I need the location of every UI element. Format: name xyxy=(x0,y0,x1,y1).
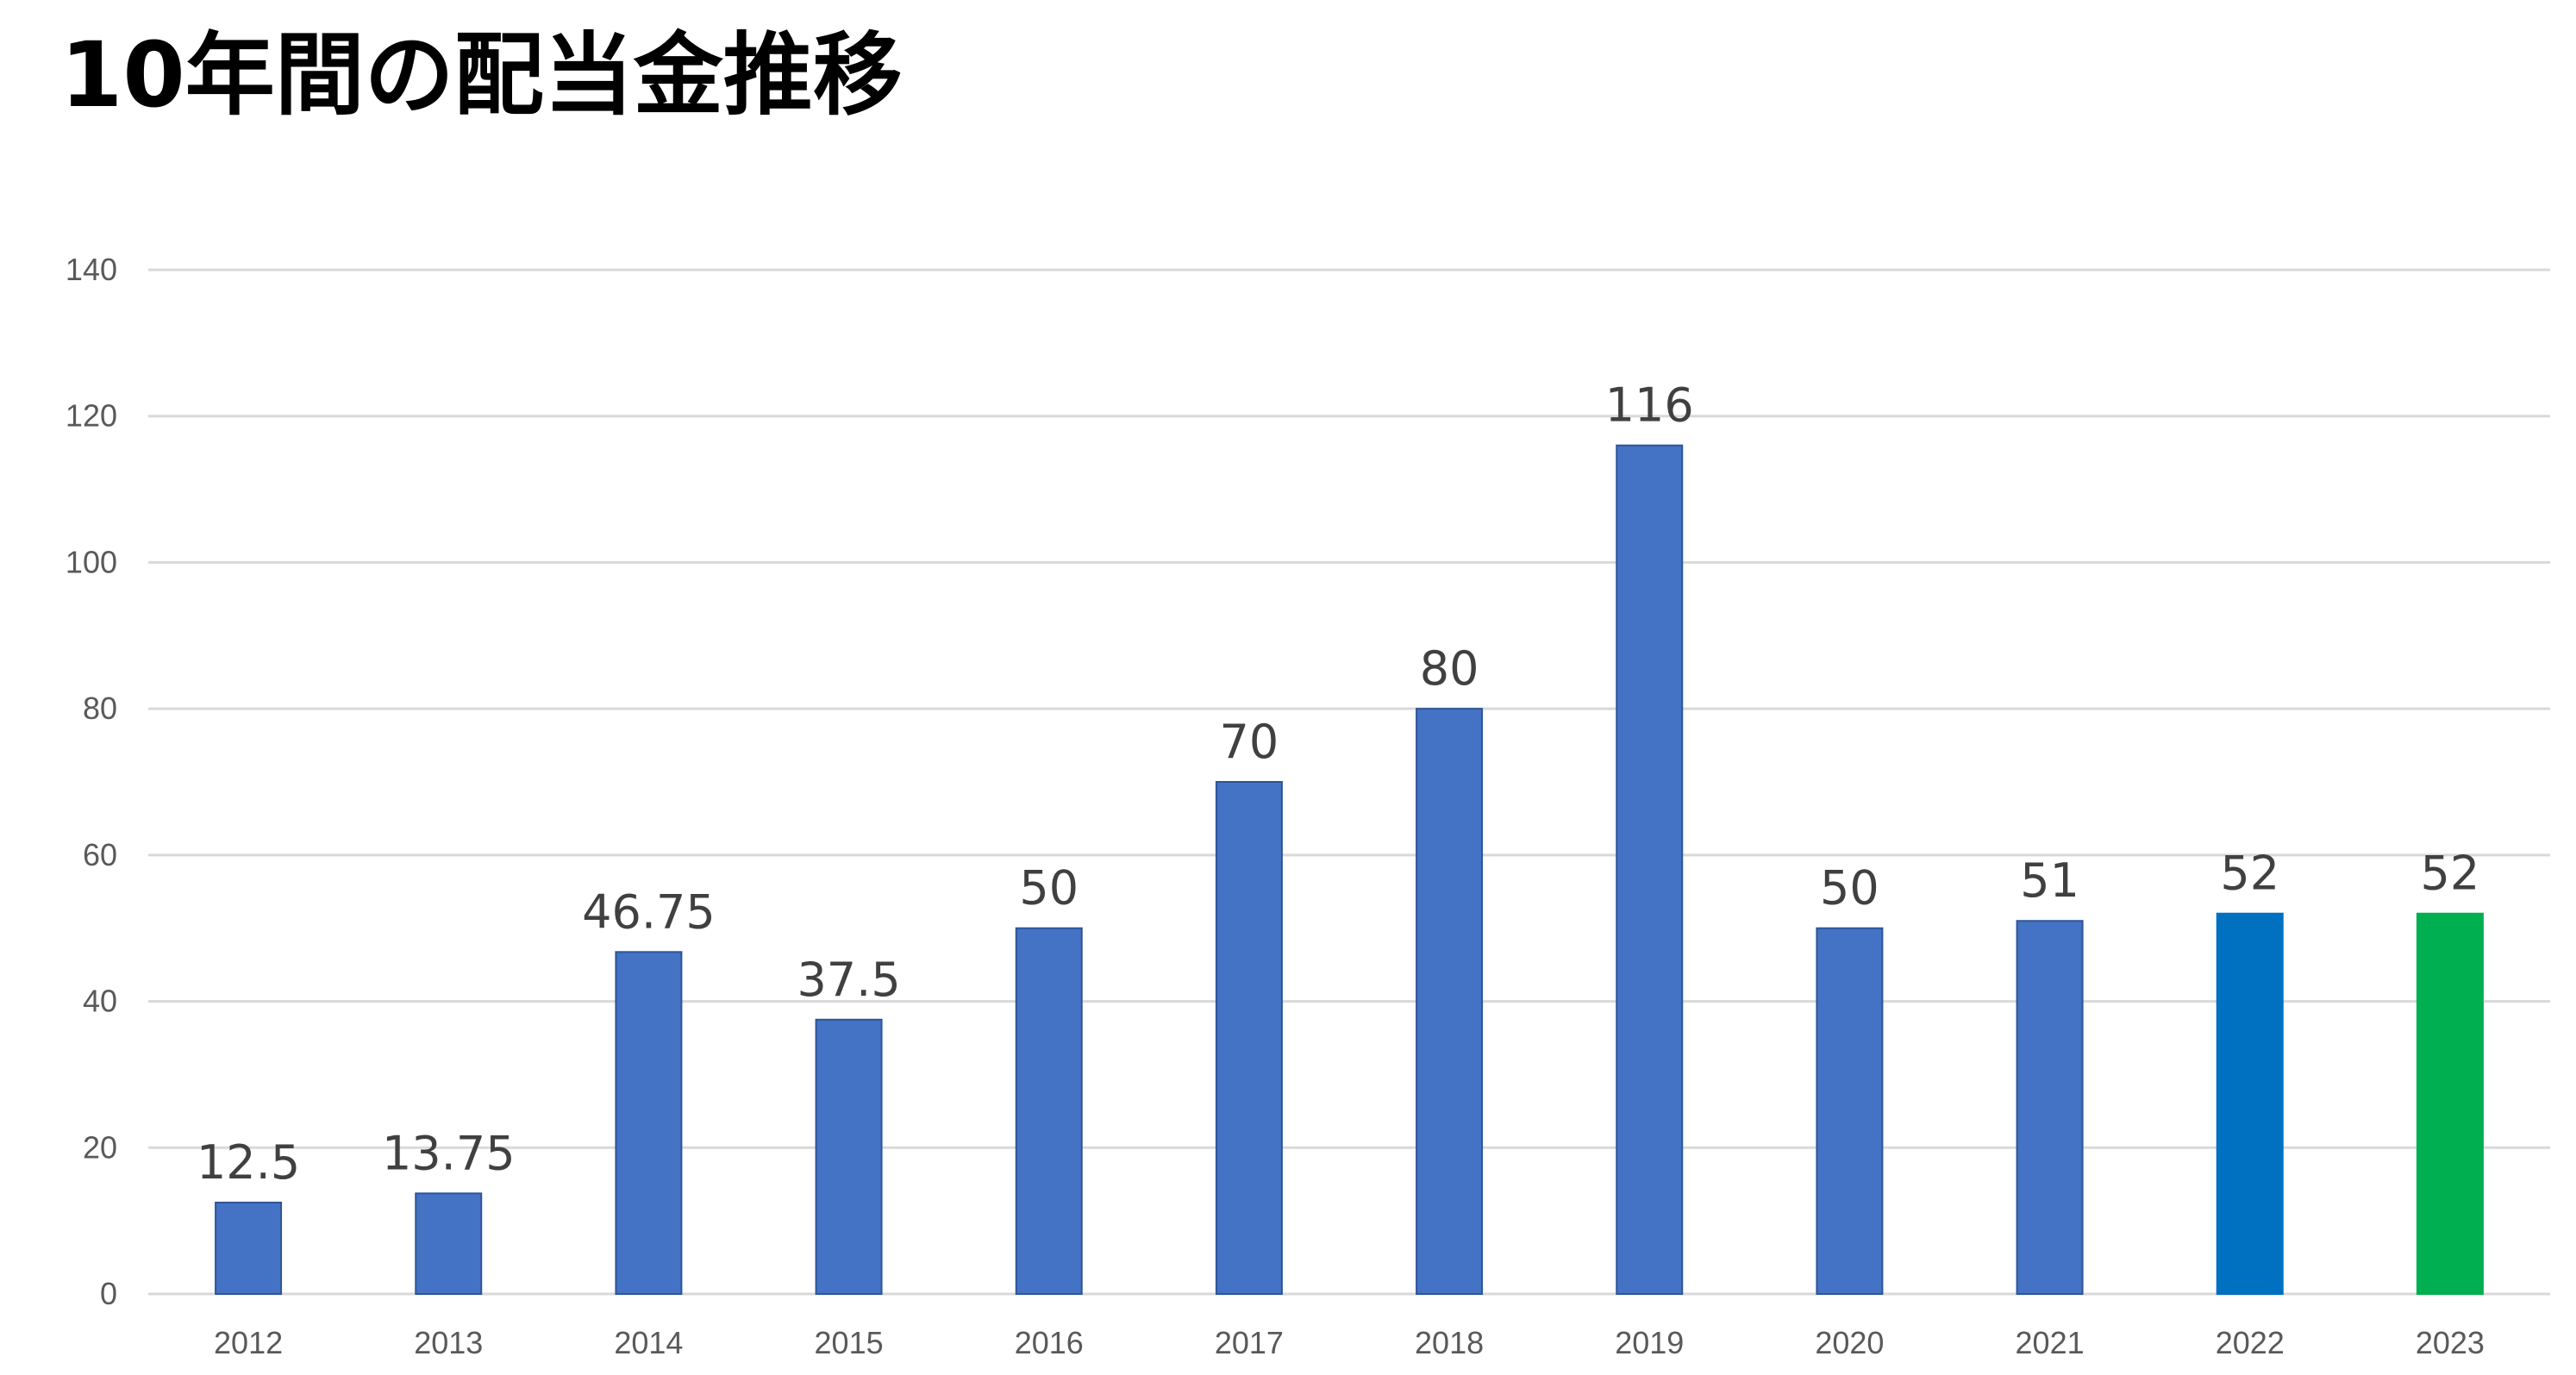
y-tick-label: 140 xyxy=(66,252,117,287)
data-label: 50 xyxy=(1820,861,1879,916)
chart-title: 10年間の配当金推移 xyxy=(60,22,903,128)
bar-2017 xyxy=(1215,781,1283,1295)
bar-2022 xyxy=(2216,912,2284,1295)
data-label: 52 xyxy=(2421,847,2480,901)
bar-2013 xyxy=(415,1192,483,1295)
bar-2015 xyxy=(815,1018,883,1296)
gridlines xyxy=(148,268,2550,1296)
data-labels: 12.5 13.75 46.75 37.5 50 70 80 116 50 51 52 52 xyxy=(197,378,2479,1190)
x-tick-label: 2012 xyxy=(214,1325,283,1360)
x-tick-label: 2014 xyxy=(614,1325,683,1360)
y-tick-label: 80 xyxy=(83,691,117,726)
data-label: 70 xyxy=(1220,715,1279,769)
x-tick-label: 2021 xyxy=(2016,1325,2085,1360)
y-tick-label: 120 xyxy=(66,398,117,434)
x-tick-label: 2020 xyxy=(1815,1325,1884,1360)
data-label: 50 xyxy=(1019,861,1079,916)
y-axis-tick-labels: 0 20 40 60 80 100 120 140 xyxy=(66,252,117,1311)
data-label: 46.75 xyxy=(582,884,716,939)
bar-2014 xyxy=(615,951,683,1295)
x-tick-label: 2022 xyxy=(2216,1325,2285,1360)
bars xyxy=(215,444,2484,1296)
data-label: 80 xyxy=(1420,641,1479,696)
data-label: 52 xyxy=(2220,847,2279,901)
bar-2020 xyxy=(1816,927,1884,1295)
x-tick-label: 2013 xyxy=(414,1325,483,1360)
bar-2019 xyxy=(1616,444,1684,1295)
bar-2023 xyxy=(2416,912,2484,1295)
x-tick-label: 2018 xyxy=(1415,1325,1484,1360)
x-tick-label: 2017 xyxy=(1215,1325,1284,1360)
data-label: 12.5 xyxy=(197,1135,300,1190)
x-tick-label: 2016 xyxy=(1015,1325,1084,1360)
data-label: 13.75 xyxy=(382,1126,516,1180)
y-tick-label: 100 xyxy=(66,544,117,579)
x-tick-label: 2019 xyxy=(1615,1325,1684,1360)
data-label: 116 xyxy=(1605,378,1694,433)
y-tick-label: 20 xyxy=(83,1129,117,1165)
data-label: 37.5 xyxy=(797,953,900,1007)
data-label: 51 xyxy=(2020,853,2079,908)
bar-2021 xyxy=(2016,920,2084,1295)
x-axis-tick-labels: 2012 2013 2014 2015 2016 2017 2018 2019 2020 2021… xyxy=(214,1325,2485,1360)
x-tick-label: 2023 xyxy=(2416,1325,2485,1360)
bar-2012 xyxy=(215,1201,283,1296)
bar-2018 xyxy=(1416,708,1484,1295)
x-tick-label: 2015 xyxy=(815,1325,884,1360)
y-tick-label: 40 xyxy=(83,984,117,1019)
y-tick-label: 60 xyxy=(83,837,117,872)
bar-2016 xyxy=(1015,927,1083,1295)
y-tick-label: 0 xyxy=(100,1276,117,1311)
